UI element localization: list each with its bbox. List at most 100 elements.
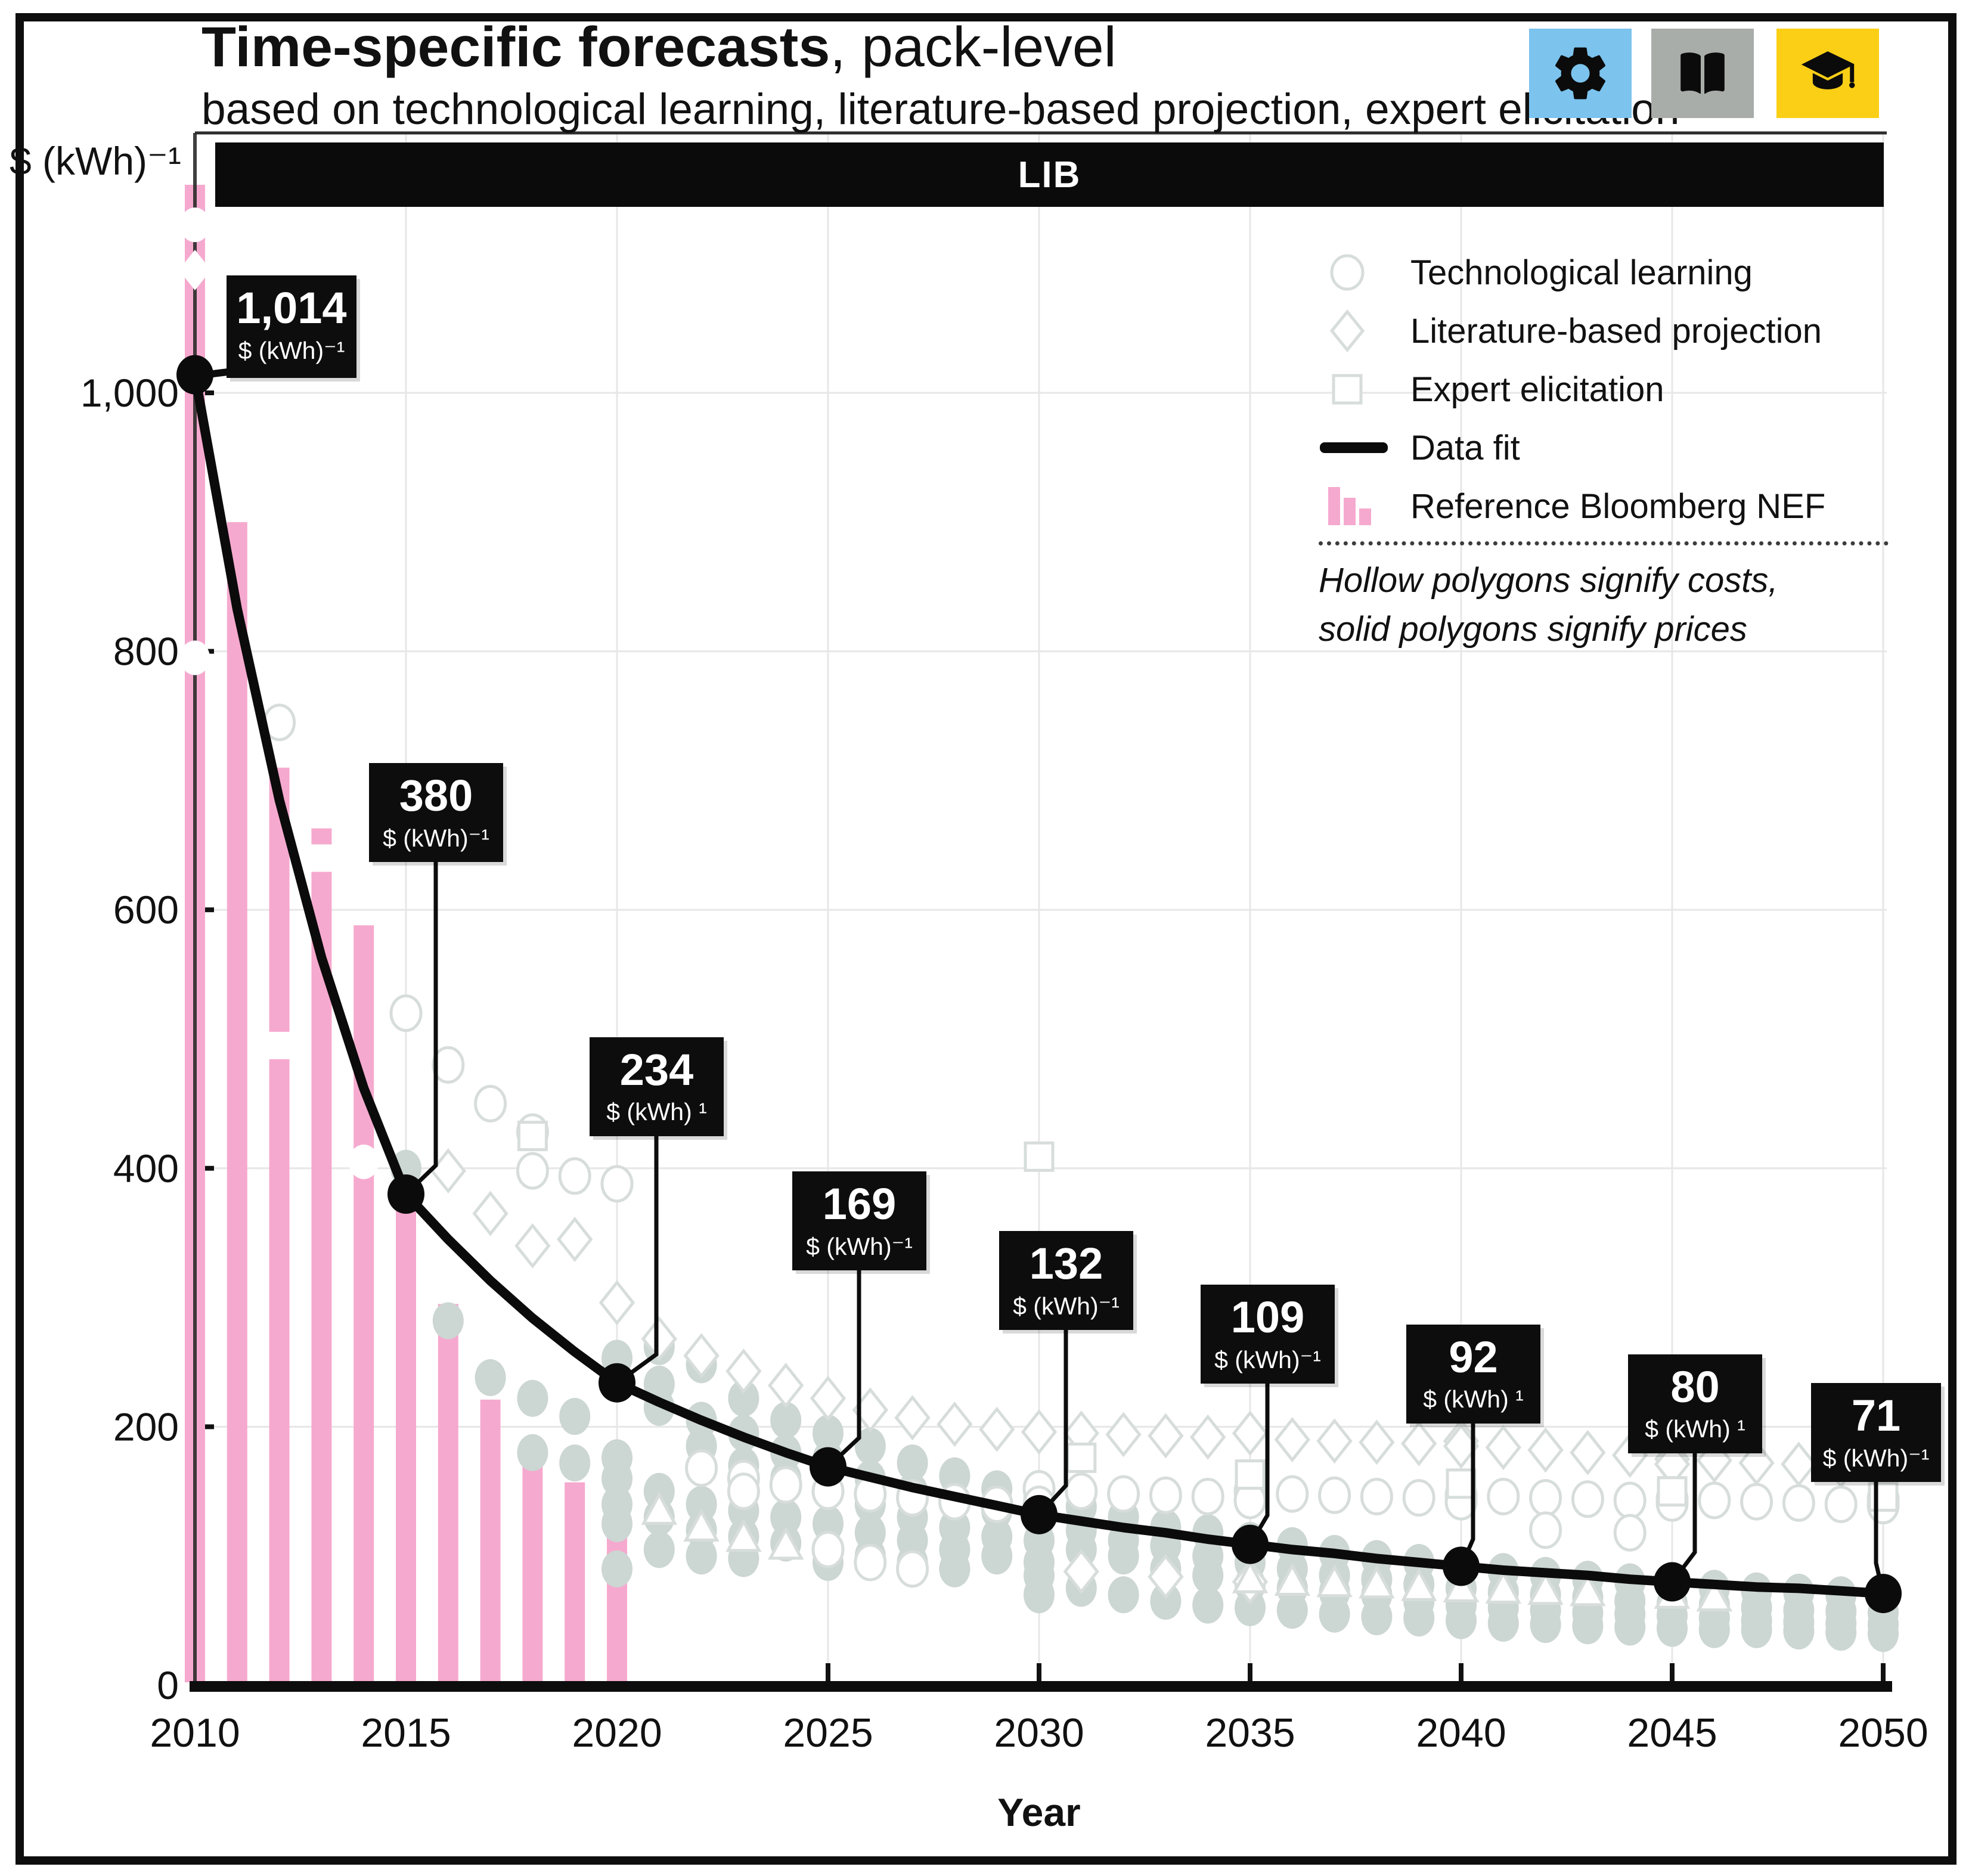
fit-point-2010 (176, 355, 213, 395)
y-tick-0: 0 (157, 1663, 179, 1707)
callout-value: 109 (1230, 1292, 1305, 1342)
callout-unit: $ (kWh)⁻¹ (1822, 1444, 1930, 1472)
callout-unit: $ (kWh)⁻¹ (238, 337, 345, 364)
legend: Technological learning Literature-based p… (1319, 243, 1903, 655)
graduation-cap-icon[interactable] (1776, 29, 1879, 118)
callout-unit: $ (kWh)⁻¹ (1013, 1292, 1120, 1320)
title-bold: Time-specific forecasts (201, 15, 830, 79)
callout-2025: 169 $ (kWh)⁻¹ (792, 1171, 926, 1270)
legend-separator (1319, 541, 1889, 545)
fit-points (176, 355, 1902, 1614)
legend-note: Hollow polygons signify costs, solid poly… (1319, 556, 1903, 655)
legend-label: Data fit (1410, 428, 1520, 467)
legend-symbol-bars (1328, 487, 1371, 525)
callout-value: 132 (1029, 1239, 1103, 1288)
bnef-bar-2017 (480, 1399, 501, 1682)
gear-icon-glyph (1555, 47, 1605, 100)
fit-point-2035 (1232, 1524, 1269, 1564)
y-tick-1000: 1,000 (80, 371, 179, 415)
legend-note-line2: solid polygons signify prices (1319, 610, 1747, 649)
callout-unit: $ (kWh) ¹ (1645, 1415, 1745, 1443)
fit-point-2030 (1021, 1494, 1058, 1534)
bnef-bar-2011 (227, 522, 247, 1682)
callout-2010: 1,014 $ (kWh)⁻¹ (227, 275, 356, 378)
bnef-bar-2014 (354, 925, 374, 1682)
fit-point-2050 (1865, 1574, 1902, 1614)
legend-symbol-diamond (1329, 309, 1365, 352)
legend-label: Expert elicitation (1410, 370, 1664, 409)
callout-value: 1,014 (236, 283, 347, 333)
callout-2020: 234 $ (kWh) ¹ (590, 1037, 724, 1136)
callout-unit: $ (kWh)⁻¹ (806, 1233, 913, 1260)
legend-item-bars: Reference Bloomberg NEF (1319, 477, 1903, 535)
fit-point-2040 (1443, 1546, 1480, 1586)
fit-point-2015 (387, 1174, 424, 1214)
bnef-bar-2018 (522, 1451, 543, 1682)
page-title: Time-specific forecasts, pack-level base… (201, 17, 1679, 133)
x-tick-2045: 2045 (1627, 1710, 1717, 1756)
title-subtitle: based on technological learning, literat… (201, 85, 1680, 134)
callout-unit: $ (kWh) ¹ (606, 1098, 707, 1125)
x-tick-2025: 2025 (783, 1710, 873, 1756)
callout-2045: 80 $ (kWh) ¹ (1628, 1354, 1762, 1453)
x-tick-2040: 2040 (1416, 1710, 1506, 1756)
callout-2050: 71 $ (kWh)⁻¹ (1811, 1383, 1941, 1482)
callout-unit: $ (kWh)⁻¹ (1214, 1346, 1321, 1373)
legend-label: Literature-based projection (1410, 311, 1822, 351)
y-tick-800: 800 (113, 630, 179, 674)
title-main: Time-specific forecasts, pack-level (201, 17, 1679, 78)
callout-2035: 109 $ (kWh)⁻¹ (1201, 1285, 1335, 1384)
legend-symbol-square (1332, 374, 1363, 405)
title-rest: , pack-level (830, 15, 1117, 79)
lib-band-label: LIB (1018, 154, 1081, 196)
bnef-bar-2019 (565, 1482, 585, 1682)
callout-value: 71 (1851, 1391, 1901, 1440)
callout-2030: 132 $ (kWh)⁻¹ (999, 1231, 1133, 1330)
callout-value: 380 (399, 771, 473, 820)
x-tick-2030: 2030 (994, 1710, 1084, 1756)
y-axis-unit-label: $ (kWh)⁻¹ (10, 139, 181, 183)
legend-item-circle: Technological learning (1319, 243, 1903, 302)
legend-item-diamond: Literature-based projection (1319, 302, 1903, 360)
scatter-hollow (263, 703, 1902, 1612)
legend-symbol-circle (1330, 254, 1365, 291)
callout-unit: $ (kWh) ¹ (1423, 1385, 1524, 1413)
fit-point-2025 (810, 1447, 847, 1487)
y-tick-400: 400 (113, 1146, 179, 1190)
bnef-bar-2015 (396, 1203, 416, 1682)
fit-point-2045 (1654, 1562, 1691, 1602)
x-tick-2050: 2050 (1838, 1710, 1928, 1756)
legend-item-line: Data fit (1319, 418, 1903, 477)
legend-note-line1: Hollow polygons signify costs, (1319, 561, 1778, 600)
y-tick-200: 200 (113, 1404, 179, 1449)
x-tick-2010: 2010 (150, 1710, 240, 1756)
bnef-bars (185, 184, 627, 1683)
book-icon-glyph (1680, 52, 1725, 94)
graduation-cap-icon-glyph (1801, 51, 1855, 89)
book-icon[interactable] (1651, 29, 1754, 118)
callout-value: 169 (822, 1179, 897, 1229)
callout-2040: 92 $ (kWh) ¹ (1406, 1325, 1540, 1424)
x-tick-2035: 2035 (1205, 1710, 1295, 1756)
gear-icon[interactable] (1529, 29, 1632, 118)
bnef-bar-2016 (438, 1304, 458, 1682)
callout-2015: 380 $ (kWh)⁻¹ (369, 763, 503, 862)
fit-point-2020 (599, 1363, 635, 1403)
callout-value: 92 (1449, 1332, 1498, 1382)
callout-unit: $ (kWh)⁻¹ (383, 824, 489, 852)
lib-band: LIB (215, 142, 1884, 207)
scatter-solid-white (179, 207, 379, 1179)
legend-symbol-line (1320, 442, 1388, 453)
callout-value: 80 (1670, 1362, 1720, 1412)
y-tick-600: 600 (113, 888, 179, 932)
legend-item-square: Expert elicitation (1319, 360, 1903, 418)
legend-label: Technological learning (1410, 253, 1753, 292)
legend-label: Reference Bloomberg NEF (1410, 486, 1826, 526)
x-tick-2020: 2020 (572, 1710, 662, 1756)
x-axis-title: Year (997, 1790, 1081, 1834)
bnef-bar-2012 (269, 767, 290, 1682)
x-tick-2015: 2015 (361, 1710, 451, 1756)
callout-value: 234 (619, 1045, 694, 1094)
